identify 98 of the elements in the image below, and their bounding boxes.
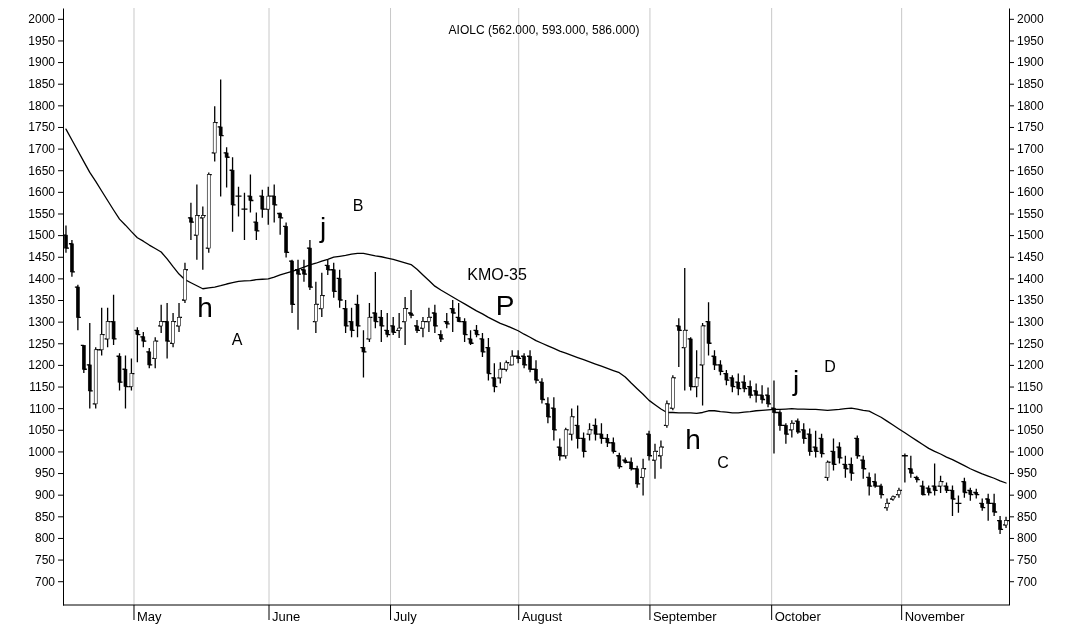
y2-tick-label: 1800	[1017, 98, 1045, 113]
y2-tick-label: 950	[1017, 466, 1038, 481]
candlestick	[189, 202, 193, 241]
x-tick-label: May	[136, 609, 163, 624]
y2-tick-label: 1300	[1017, 314, 1045, 329]
y-tick-label: 1300	[28, 314, 56, 329]
y-tick-label: 1750	[28, 120, 56, 135]
y2-tick-label: 2000	[1017, 12, 1045, 27]
candlestick	[647, 430, 651, 462]
y-tick-label: 1850	[28, 77, 56, 92]
x-tick-label: August	[521, 609, 563, 624]
annotation: j	[791, 365, 800, 397]
y2-tick-label: 1750	[1017, 120, 1045, 135]
y2-tick-label: 1100	[1017, 401, 1044, 416]
candlestick	[284, 221, 288, 259]
y2-tick-label: 1850	[1017, 77, 1045, 92]
y2-tick-label: 1500	[1017, 228, 1045, 243]
annotation: P	[495, 290, 515, 322]
y-tick-label: 2000	[28, 12, 56, 27]
candlestick	[254, 211, 259, 241]
annotation: KMO-35	[467, 266, 527, 284]
candlestick	[641, 458, 645, 497]
text: AIOLC (562.000, 593.000, 586.000)	[448, 23, 640, 37]
y2-tick-label: 1700	[1017, 141, 1045, 156]
candlestick	[385, 312, 390, 338]
y2-tick-label: 850	[1017, 509, 1038, 524]
candlestick	[395, 312, 401, 339]
candlestick	[474, 324, 479, 338]
y2-tick-label: 1400	[1017, 271, 1045, 286]
y2-tick-label: 750	[1017, 552, 1038, 567]
y2-tick-label: 700	[1017, 574, 1038, 589]
x-tick-label: November	[904, 609, 966, 624]
y-tick-label: 1900	[28, 55, 56, 70]
annotation: h	[685, 424, 701, 456]
y2-tick-label: 1200	[1017, 358, 1045, 373]
y2-tick-label: 1450	[1017, 250, 1045, 265]
candlestick	[540, 377, 544, 405]
y-tick-label: 1250	[28, 336, 56, 351]
candlestick	[153, 336, 158, 370]
y-tick-label: 850	[34, 509, 56, 524]
candlestick	[409, 289, 415, 319]
candlestick	[468, 329, 473, 346]
y2-tick-label: 1350	[1017, 293, 1045, 308]
candlestick	[980, 497, 985, 512]
y-tick-label: 1500	[28, 228, 56, 243]
x-tick-label: October	[774, 609, 822, 624]
y2-tick-label: 1050	[1017, 423, 1045, 438]
annotation: j	[318, 212, 327, 244]
y-tick-label: 1200	[28, 358, 56, 373]
candlestick	[135, 326, 140, 363]
candlestick	[76, 284, 80, 331]
y-tick-label: 1100	[29, 401, 56, 416]
y2-tick-label: 1900	[1017, 55, 1045, 70]
y-tick-label: 1150	[29, 379, 56, 394]
candlestick	[450, 299, 455, 333]
annotation: D	[824, 358, 836, 376]
x-tick-label: July	[393, 609, 418, 624]
y2-tick-label: 900	[1017, 488, 1038, 503]
y-tick-label: 750	[34, 552, 56, 567]
y-tick-label: 1350	[28, 293, 56, 308]
candlestick	[444, 312, 451, 329]
y-tick-label: 1550	[28, 206, 56, 221]
annotation: B	[352, 197, 364, 215]
y-tick-label: 1400	[28, 271, 56, 286]
y-tick-label: 700	[34, 574, 56, 589]
candlestick	[861, 455, 866, 480]
x-tick-label: September	[652, 609, 718, 624]
candlestick	[183, 262, 187, 304]
y2-tick-label: 1650	[1017, 163, 1045, 178]
y-tick-label: 950	[34, 466, 56, 481]
y2-tick-label: 1150	[1017, 379, 1044, 394]
y-tick-label: 1650	[28, 163, 56, 178]
y-tick-label: 800	[34, 531, 56, 546]
candlestick	[141, 331, 146, 348]
y-tick-label: 1050	[28, 423, 56, 438]
annotation: h	[197, 292, 213, 324]
y-tick-label: 1700	[28, 141, 56, 156]
y-tick-label: 1950	[28, 33, 56, 48]
annotation: A	[231, 331, 243, 349]
y-tick-label: 1800	[28, 98, 56, 113]
y-tick-label: 1450	[28, 250, 56, 265]
y-tick-label: 1000	[28, 444, 56, 459]
y2-tick-label: 1550	[1017, 206, 1045, 221]
y-tick-label: 900	[34, 488, 56, 503]
y2-tick-label: 1250	[1017, 336, 1045, 351]
candlestick	[885, 497, 889, 512]
candlestick	[248, 173, 253, 214]
candlestick	[361, 329, 366, 379]
annotation: C	[717, 454, 729, 472]
candlestick	[855, 434, 860, 460]
candlestick	[676, 317, 681, 368]
y2-tick-label: 800	[1017, 531, 1038, 546]
x-tick-label: June	[272, 609, 301, 624]
y2-tick-label: 1000	[1017, 444, 1045, 459]
candlestick	[224, 146, 229, 189]
y-tick-label: 1600	[28, 185, 56, 200]
y2-tick-label: 1950	[1017, 33, 1045, 48]
y2-tick-label: 1600	[1017, 185, 1045, 200]
